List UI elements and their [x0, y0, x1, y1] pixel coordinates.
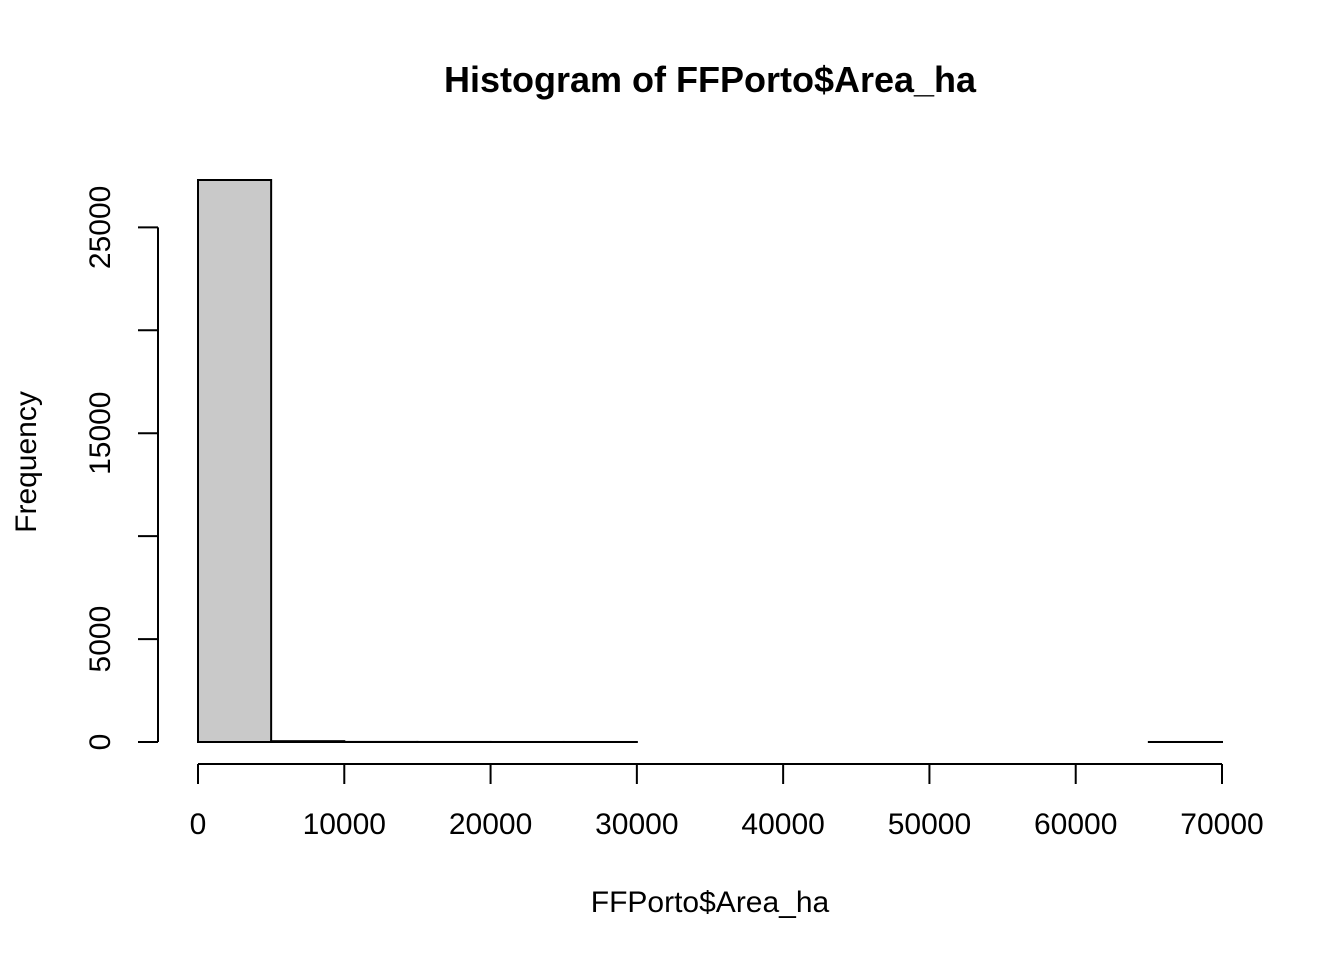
x-tick-label-2: 20000 — [449, 808, 532, 841]
y-axis-label: Frequency — [10, 391, 43, 533]
y-tick-label-3: 15000 — [84, 391, 117, 474]
x-tick-label-0: 0 — [190, 808, 207, 841]
x-tick-label-1: 10000 — [303, 808, 386, 841]
x-tick-label-7: 70000 — [1180, 808, 1263, 841]
bars-group — [197, 179, 1224, 744]
x-tick-label-4: 40000 — [741, 808, 824, 841]
x-axis: 0 10000 20000 30000 40000 50000 60000 70000 — [190, 763, 1264, 841]
x-tick-label-3: 30000 — [595, 808, 678, 841]
y-tick-label-0: 0 — [84, 734, 117, 751]
y-tick-label-5: 25000 — [84, 186, 117, 269]
histogram-bar-0 — [197, 179, 273, 743]
x-tick-label-6: 60000 — [1034, 808, 1117, 841]
chart-title: Histogram of FFPorto$Area_ha — [444, 59, 977, 100]
x-axis-label: FFPorto$Area_ha — [591, 886, 830, 919]
x-tick-label-5: 50000 — [888, 808, 971, 841]
y-axis: 0 5000 15000 25000 — [84, 186, 159, 751]
y-tick-label-1: 5000 — [84, 606, 117, 673]
histogram-bar-1 — [270, 740, 346, 744]
